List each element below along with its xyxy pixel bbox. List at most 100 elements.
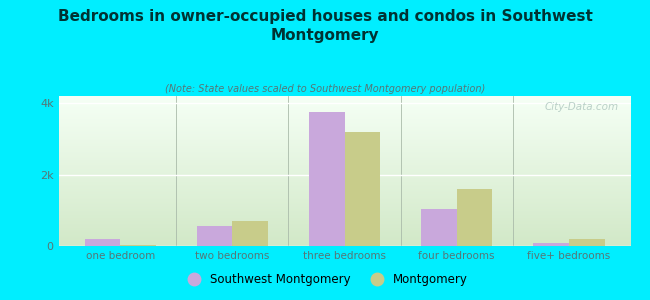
Text: City-Data.com: City-Data.com	[545, 102, 619, 112]
Bar	[58, 218, 630, 219]
Bar	[58, 100, 630, 101]
Bar	[58, 135, 630, 136]
Bar	[344, 132, 380, 246]
Bar	[58, 184, 630, 185]
Bar	[58, 202, 630, 203]
Bar	[58, 102, 630, 103]
Bar	[58, 171, 630, 172]
Bar	[58, 125, 630, 126]
Bar	[58, 155, 630, 156]
Bar	[58, 226, 630, 227]
Bar	[58, 111, 630, 112]
Bar	[58, 206, 630, 207]
Bar	[58, 214, 630, 215]
Bar	[58, 178, 630, 179]
Bar	[58, 179, 630, 180]
Bar	[58, 160, 630, 161]
Bar	[58, 228, 630, 229]
Bar	[58, 131, 630, 132]
Bar	[58, 140, 630, 141]
Bar	[58, 205, 630, 206]
Bar	[58, 108, 630, 109]
Bar	[58, 180, 630, 181]
Bar	[58, 149, 630, 150]
Bar	[58, 158, 630, 159]
Bar	[58, 142, 630, 143]
Bar	[58, 129, 630, 130]
Bar	[58, 209, 630, 210]
Bar	[58, 198, 630, 199]
Bar	[58, 169, 630, 170]
Bar	[58, 121, 630, 122]
Bar	[58, 181, 630, 182]
Bar	[58, 137, 630, 138]
Bar	[533, 243, 569, 246]
Bar	[58, 113, 630, 114]
Bar	[58, 100, 630, 101]
Bar	[58, 231, 630, 232]
Bar	[58, 153, 630, 154]
Bar	[58, 208, 630, 209]
Bar	[58, 165, 630, 166]
Bar	[58, 244, 630, 245]
Bar	[58, 177, 630, 178]
Bar	[58, 239, 630, 240]
Bar	[58, 215, 630, 216]
Bar	[58, 106, 630, 107]
Bar	[58, 229, 630, 230]
Bar	[58, 223, 630, 224]
Bar	[58, 122, 630, 123]
Bar	[58, 182, 630, 183]
Bar	[58, 207, 630, 208]
Bar	[58, 212, 630, 213]
Bar	[58, 151, 630, 152]
Bar	[233, 221, 268, 246]
Bar	[58, 224, 630, 225]
Bar	[58, 173, 630, 174]
Bar	[58, 119, 630, 120]
Bar	[58, 141, 630, 142]
Bar	[58, 238, 630, 239]
Legend: Southwest Montgomery, Montgomery: Southwest Montgomery, Montgomery	[177, 269, 473, 291]
Bar	[58, 225, 630, 226]
Bar	[58, 220, 630, 221]
Bar	[58, 217, 630, 218]
Bar	[58, 162, 630, 163]
Bar	[58, 193, 630, 194]
Bar	[58, 196, 630, 197]
Bar	[58, 242, 630, 243]
Bar	[58, 204, 630, 205]
Bar	[58, 101, 630, 102]
Bar	[58, 221, 630, 222]
Bar	[58, 197, 630, 198]
Text: (Note: State values scaled to Southwest Montgomery population): (Note: State values scaled to Southwest …	[165, 84, 485, 94]
Bar	[58, 99, 630, 100]
Bar	[569, 239, 604, 246]
Bar	[58, 186, 630, 187]
Bar	[58, 139, 630, 140]
Bar	[58, 222, 630, 223]
Bar	[58, 233, 630, 234]
Bar	[58, 110, 630, 111]
Bar	[421, 208, 456, 246]
Bar	[58, 234, 630, 235]
Bar	[196, 226, 233, 246]
Bar	[58, 130, 630, 131]
Bar	[58, 117, 630, 118]
Bar	[58, 133, 630, 134]
Bar	[58, 200, 630, 201]
Bar	[58, 161, 630, 162]
Bar	[58, 157, 630, 158]
Bar	[58, 170, 630, 171]
Bar	[58, 114, 630, 115]
Bar	[58, 146, 630, 147]
Bar	[456, 189, 493, 246]
Bar	[58, 191, 630, 192]
Bar	[58, 237, 630, 238]
Bar	[58, 107, 630, 108]
Bar	[84, 239, 120, 246]
Bar	[58, 144, 630, 145]
Bar	[58, 166, 630, 167]
Bar	[58, 118, 630, 119]
Bar	[58, 192, 630, 193]
